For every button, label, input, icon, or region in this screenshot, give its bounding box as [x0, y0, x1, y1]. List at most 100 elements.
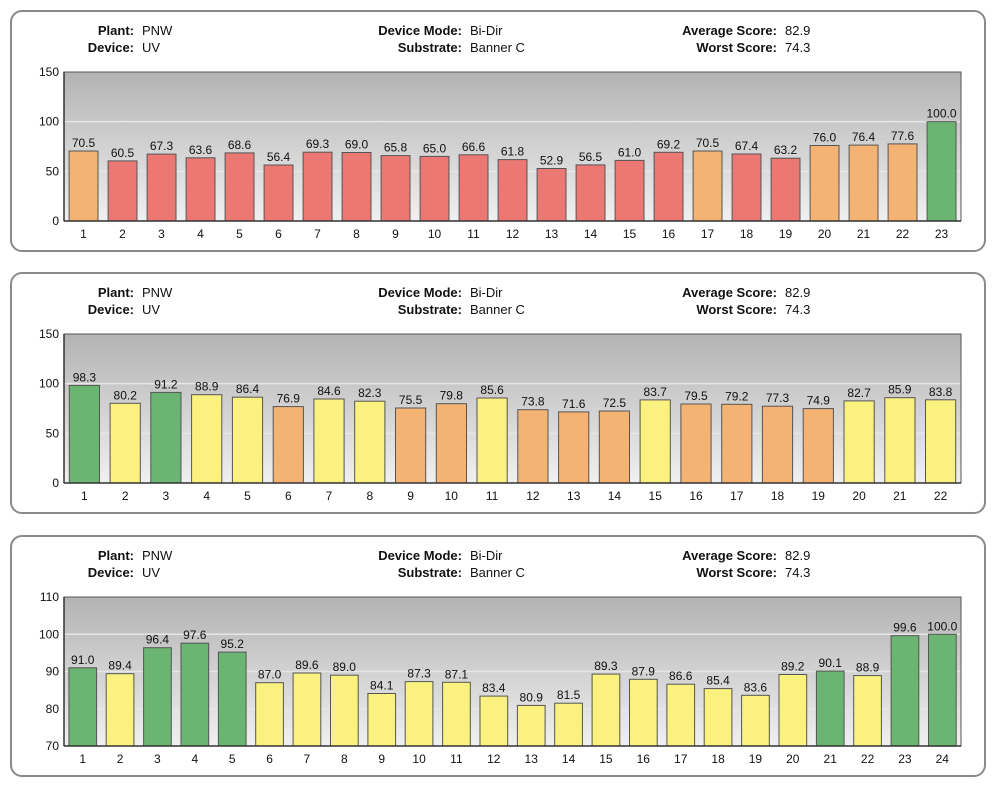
- data-label: 99.6: [893, 621, 917, 635]
- average-score-value: 82.9: [785, 285, 811, 300]
- bar: [680, 403, 712, 484]
- substrate-value: Banner C: [470, 302, 525, 317]
- x-tick-label: 8: [341, 752, 348, 766]
- x-tick-label: 1: [81, 489, 88, 503]
- device-mode-label: Device Mode:: [378, 285, 462, 300]
- bar: [666, 683, 696, 747]
- header-group-scores: Average Score: 82.9 Worst Score: 74.3: [632, 547, 810, 581]
- data-label: 80.2: [114, 388, 138, 402]
- bar: [263, 164, 294, 222]
- bar: [516, 704, 546, 747]
- header-group-plant-device: Plant: PNW Device: UV: [32, 284, 173, 318]
- bar: [926, 121, 957, 222]
- x-tick-label: 3: [158, 227, 165, 241]
- data-label: 83.8: [929, 385, 953, 399]
- data-label: 77.6: [891, 129, 915, 143]
- x-tick-label: 4: [203, 489, 210, 503]
- plant-label: Plant:: [97, 23, 134, 38]
- worst-score-value: 74.3: [785, 302, 811, 317]
- chart-panel-2: Plant: PNW Device: UV Device Mode: Bi-Dir S…: [10, 272, 986, 514]
- bar: [367, 693, 397, 747]
- device-mode-label: Device Mode:: [378, 23, 462, 38]
- data-label: 87.9: [632, 664, 656, 678]
- data-label: 69.3: [306, 137, 330, 151]
- bar: [925, 399, 957, 484]
- data-label: 63.6: [189, 143, 213, 157]
- device-mode-value: Bi-Dir: [470, 285, 503, 300]
- bar: [809, 145, 840, 222]
- x-tick-label: 2: [117, 752, 124, 766]
- data-label: 77.3: [766, 391, 790, 405]
- bar: [890, 635, 920, 747]
- x-tick-label: 12: [526, 489, 540, 503]
- x-tick-label: 20: [786, 752, 800, 766]
- x-tick-label: 3: [154, 752, 161, 766]
- data-label: 83.6: [744, 680, 768, 694]
- bar: [146, 153, 177, 222]
- plant-label: Plant:: [97, 548, 134, 563]
- x-tick-label: 15: [649, 489, 663, 503]
- y-tick-label: 50: [46, 426, 60, 440]
- data-label: 82.7: [847, 386, 871, 400]
- y-tick-label: 80: [46, 702, 60, 716]
- bar: [107, 160, 138, 222]
- data-label: 89.3: [594, 659, 618, 673]
- x-tick-label: 10: [412, 752, 426, 766]
- substrate-label: Substrate:: [397, 40, 462, 55]
- bar: [591, 673, 621, 747]
- data-label: 85.4: [706, 674, 730, 688]
- data-label: 72.5: [603, 396, 627, 410]
- bar: [272, 406, 304, 484]
- data-label: 69.2: [657, 137, 681, 151]
- x-tick-label: 11: [467, 227, 480, 241]
- bar: [458, 154, 489, 222]
- header-group-mode-substrate: Device Mode: Bi-Dir Substrate: Banner C: [312, 284, 525, 318]
- y-tick-label: 0: [52, 214, 59, 228]
- data-label: 85.9: [888, 383, 912, 397]
- x-tick-label: 9: [378, 752, 385, 766]
- data-label: 81.5: [557, 688, 581, 702]
- device-label: Device:: [87, 565, 134, 580]
- bar: [442, 681, 471, 747]
- x-tick-label: 13: [545, 227, 559, 241]
- bar: [292, 672, 322, 747]
- data-label: 84.1: [370, 679, 394, 693]
- x-tick-label: 8: [366, 489, 373, 503]
- x-tick-label: 18: [711, 752, 725, 766]
- average-score-label: Average Score:: [682, 548, 777, 563]
- bar: [224, 152, 255, 222]
- data-label: 68.6: [228, 138, 252, 152]
- data-label: 61.0: [618, 145, 642, 159]
- x-tick-label: 19: [812, 489, 826, 503]
- x-tick-label: 12: [506, 227, 520, 241]
- bar: [185, 157, 216, 222]
- bar: [848, 144, 879, 222]
- worst-score-value: 74.3: [785, 565, 811, 580]
- y-tick-label: 150: [39, 327, 59, 341]
- bar: [884, 397, 916, 484]
- data-label: 56.4: [267, 150, 291, 164]
- data-label: 56.5: [579, 150, 603, 164]
- data-label: 89.2: [781, 660, 805, 674]
- data-label: 83.7: [644, 385, 668, 399]
- bar: [887, 143, 918, 222]
- bar: [68, 150, 99, 222]
- header-group-plant-device: Plant: PNW Device: UV: [32, 547, 173, 581]
- x-tick-label: 10: [445, 489, 459, 503]
- bar: [479, 695, 509, 747]
- bar: [180, 642, 210, 747]
- bar: [558, 411, 590, 484]
- x-tick-label: 13: [567, 489, 581, 503]
- x-tick-label: 18: [740, 227, 754, 241]
- x-tick-label: 5: [229, 752, 236, 766]
- device-label: Device:: [87, 40, 134, 55]
- bar: [536, 168, 567, 222]
- x-tick-label: 17: [730, 489, 744, 503]
- data-label: 87.3: [407, 667, 431, 681]
- data-label: 88.9: [856, 661, 880, 675]
- x-tick-label: 22: [861, 752, 875, 766]
- x-tick-label: 15: [599, 752, 613, 766]
- bar: [354, 400, 386, 484]
- bar: [217, 651, 247, 747]
- bar: [741, 694, 770, 747]
